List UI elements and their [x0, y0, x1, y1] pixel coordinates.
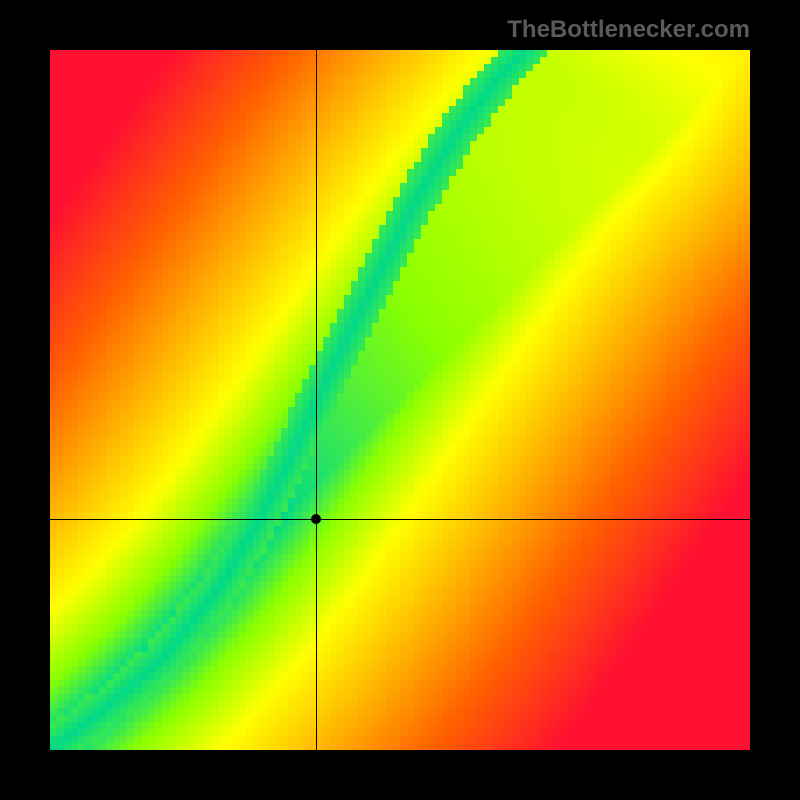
crosshair-vertical [316, 50, 317, 750]
bottleneck-heatmap-area [50, 50, 750, 750]
marker-dot [311, 514, 321, 524]
crosshair-horizontal [50, 519, 750, 520]
watermark-text: TheBottlenecker.com [507, 16, 750, 44]
heatmap-canvas [50, 50, 750, 750]
